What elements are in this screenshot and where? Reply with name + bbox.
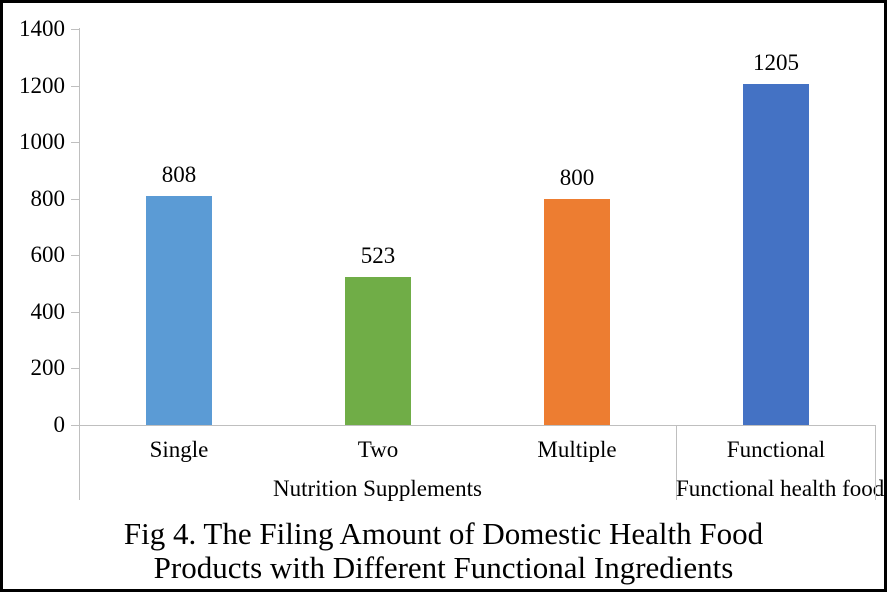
chart-title-line-2: Products with Different Functional Ingre… — [153, 550, 734, 585]
y-axis-tick-mark — [71, 142, 79, 144]
y-axis-tick-label: 0 — [53, 412, 66, 437]
y-axis-tick-mark — [71, 425, 79, 426]
category-axis-right-edge — [875, 425, 876, 500]
y-axis-tick-label: 800 — [30, 185, 66, 211]
y-axis-line — [79, 28, 80, 500]
category-group-divider — [676, 425, 677, 500]
group-label-nutrition-supplements: Nutrition Supplements — [273, 476, 482, 501]
y-axis-tick-mark — [71, 368, 79, 370]
category-label-functional: Functional — [726, 437, 826, 462]
bar-single — [146, 196, 212, 425]
value-label-single: 808 — [161, 162, 197, 187]
bar-functional — [743, 84, 809, 425]
category-label-multiple: Multiple — [537, 437, 617, 462]
y-axis-tick-label: 1200 — [19, 72, 65, 98]
y-axis-tick-mark — [71, 255, 79, 257]
y-axis-tick-label: 1400 — [19, 16, 65, 41]
y-axis-tick-mark — [71, 85, 79, 87]
y-axis-tick-label: 200 — [30, 355, 66, 381]
y-axis-tick-mark — [71, 29, 79, 30]
bar-multiple — [544, 199, 610, 425]
value-label-two: 523 — [360, 243, 396, 268]
y-axis-tick-mark — [71, 311, 79, 313]
y-axis-tick-mark — [71, 198, 79, 200]
group-label-functional-health-food: Functional health food — [676, 476, 885, 501]
value-label-functional: 1205 — [753, 50, 799, 75]
x-axis-line — [79, 425, 875, 426]
chart-title-line-1: Fig 4. The Filing Amount of Domestic Hea… — [123, 516, 764, 551]
y-axis-tick-label: 400 — [30, 298, 66, 324]
category-label-two: Two — [357, 437, 399, 462]
chart-title: Fig 4. The Filing Amount of Domestic Hea… — [3, 517, 884, 585]
y-axis-tick-label: 1000 — [19, 129, 65, 155]
y-axis-tick-label: 600 — [30, 242, 66, 268]
value-label-multiple: 800 — [559, 165, 595, 190]
bar-two — [345, 277, 411, 425]
category-label-single: Single — [149, 437, 209, 462]
